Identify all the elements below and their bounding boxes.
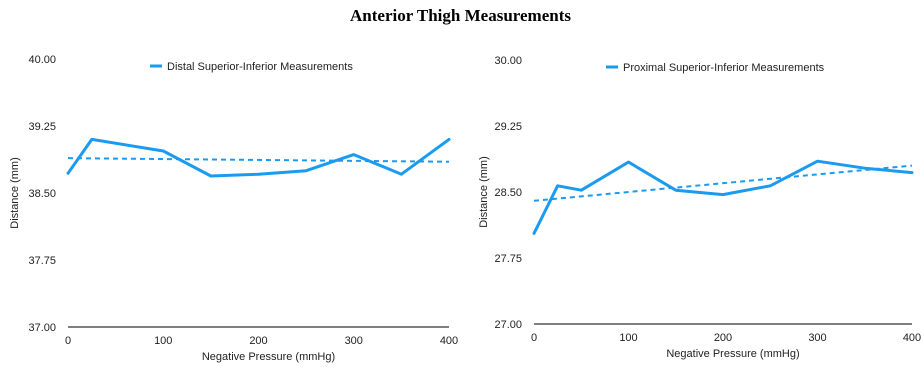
x-tick-label: 100	[154, 335, 172, 347]
trendline	[533, 164, 913, 202]
y-axis-label: Distance (mm)	[478, 156, 490, 228]
x-tick-label: 200	[714, 332, 732, 344]
x-tick-label: 300	[345, 335, 363, 347]
y-tick-label: 37.75	[28, 255, 56, 267]
y-tick-label: 39.25	[28, 121, 56, 133]
x-tick-label: 400	[903, 332, 921, 344]
x-tick-label: 200	[249, 335, 267, 347]
y-tick-label: 38.50	[28, 188, 56, 200]
x-tick-label: 400	[440, 335, 458, 347]
x-axis-label: Negative Pressure (mmHg)	[202, 351, 335, 363]
x-tick-label: 300	[808, 332, 826, 344]
series-line	[66, 137, 451, 178]
y-tick-label: 40.00	[28, 54, 56, 66]
y-axis-label: Distance (mm)	[9, 157, 21, 229]
legend-label: Proximal Superior-Inferior Measurements	[623, 62, 825, 74]
series-line	[532, 159, 914, 235]
y-tick-label: 27.00	[494, 319, 522, 331]
legend-label: Distal Superior-Inferior Measurements	[167, 61, 353, 73]
x-tick-label: 100	[619, 332, 637, 344]
trendline	[67, 157, 450, 163]
y-tick-label: 28.50	[494, 187, 522, 199]
y-tick-label: 30.00	[494, 55, 522, 67]
page-title: Anterior Thigh Measurements	[350, 6, 571, 25]
y-tick-label: 37.00	[28, 322, 56, 334]
y-tick-label: 27.75	[494, 253, 522, 265]
x-axis-label: Negative Pressure (mmHg)	[666, 348, 799, 360]
y-tick-label: 29.25	[494, 121, 522, 133]
x-tick-label: 0	[531, 332, 537, 344]
x-tick-label: 0	[65, 335, 71, 347]
